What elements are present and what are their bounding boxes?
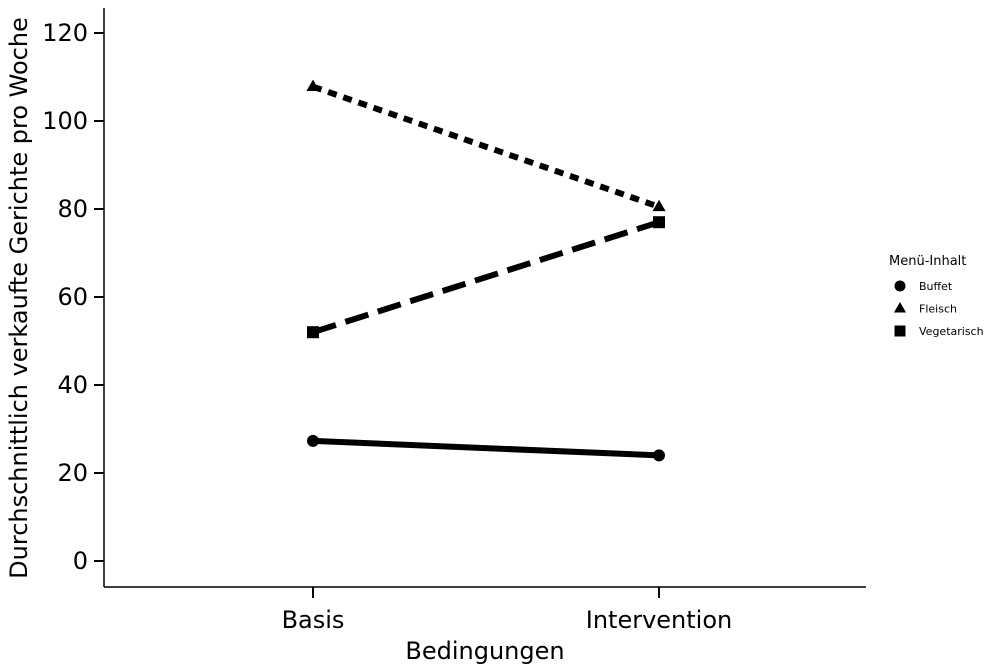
data-point-vegetarisch bbox=[307, 326, 319, 339]
series-lines bbox=[312, 83, 660, 459]
y-tick-label: 80 bbox=[57, 195, 88, 223]
series-line-buffet bbox=[312, 437, 660, 459]
y-axis-title: Durchschnittlich verkaufte Gerichte pro … bbox=[5, 17, 33, 579]
data-point-vegetarisch bbox=[653, 216, 665, 229]
y-tick-label: 60 bbox=[57, 283, 88, 311]
legend-label: Buffet bbox=[919, 280, 953, 293]
legend: Menü-Inhalt Buffet Fleisch Vegetarisch bbox=[889, 254, 984, 338]
legend-key-fleisch bbox=[893, 302, 907, 313]
series-markers bbox=[306, 79, 666, 462]
legend-key-vegetarisch bbox=[894, 325, 906, 337]
y-tick-label: 120 bbox=[42, 19, 88, 47]
data-point-fleisch bbox=[306, 79, 320, 92]
y-ticks: 0 20 40 60 80 100 120 bbox=[42, 19, 104, 575]
y-tick-label: 100 bbox=[42, 107, 88, 135]
x-axis-title: Bedingungen bbox=[405, 637, 564, 665]
legend-label: Vegetarisch bbox=[919, 325, 984, 338]
x-tick-label: Basis bbox=[282, 606, 345, 634]
data-point-buffet bbox=[307, 434, 319, 447]
x-ticks: Basis Intervention bbox=[282, 587, 732, 634]
axes: 0 20 40 60 80 100 120 Basis Intervention bbox=[42, 8, 866, 634]
legend-items: Buffet Fleisch Vegetarisch bbox=[893, 280, 984, 338]
data-point-fleisch bbox=[652, 199, 666, 212]
legend-title: Menü-Inhalt bbox=[889, 254, 966, 269]
y-tick-label: 0 bbox=[73, 547, 88, 575]
series-line-fleisch bbox=[312, 83, 660, 210]
series-line-vegetarisch bbox=[312, 219, 660, 336]
y-tick-label: 20 bbox=[57, 459, 88, 487]
data-point-buffet bbox=[653, 449, 665, 462]
legend-label: Fleisch bbox=[919, 303, 957, 316]
y-tick-label: 40 bbox=[57, 371, 88, 399]
legend-key-buffet bbox=[894, 280, 906, 292]
x-tick-label: Intervention bbox=[586, 606, 732, 634]
